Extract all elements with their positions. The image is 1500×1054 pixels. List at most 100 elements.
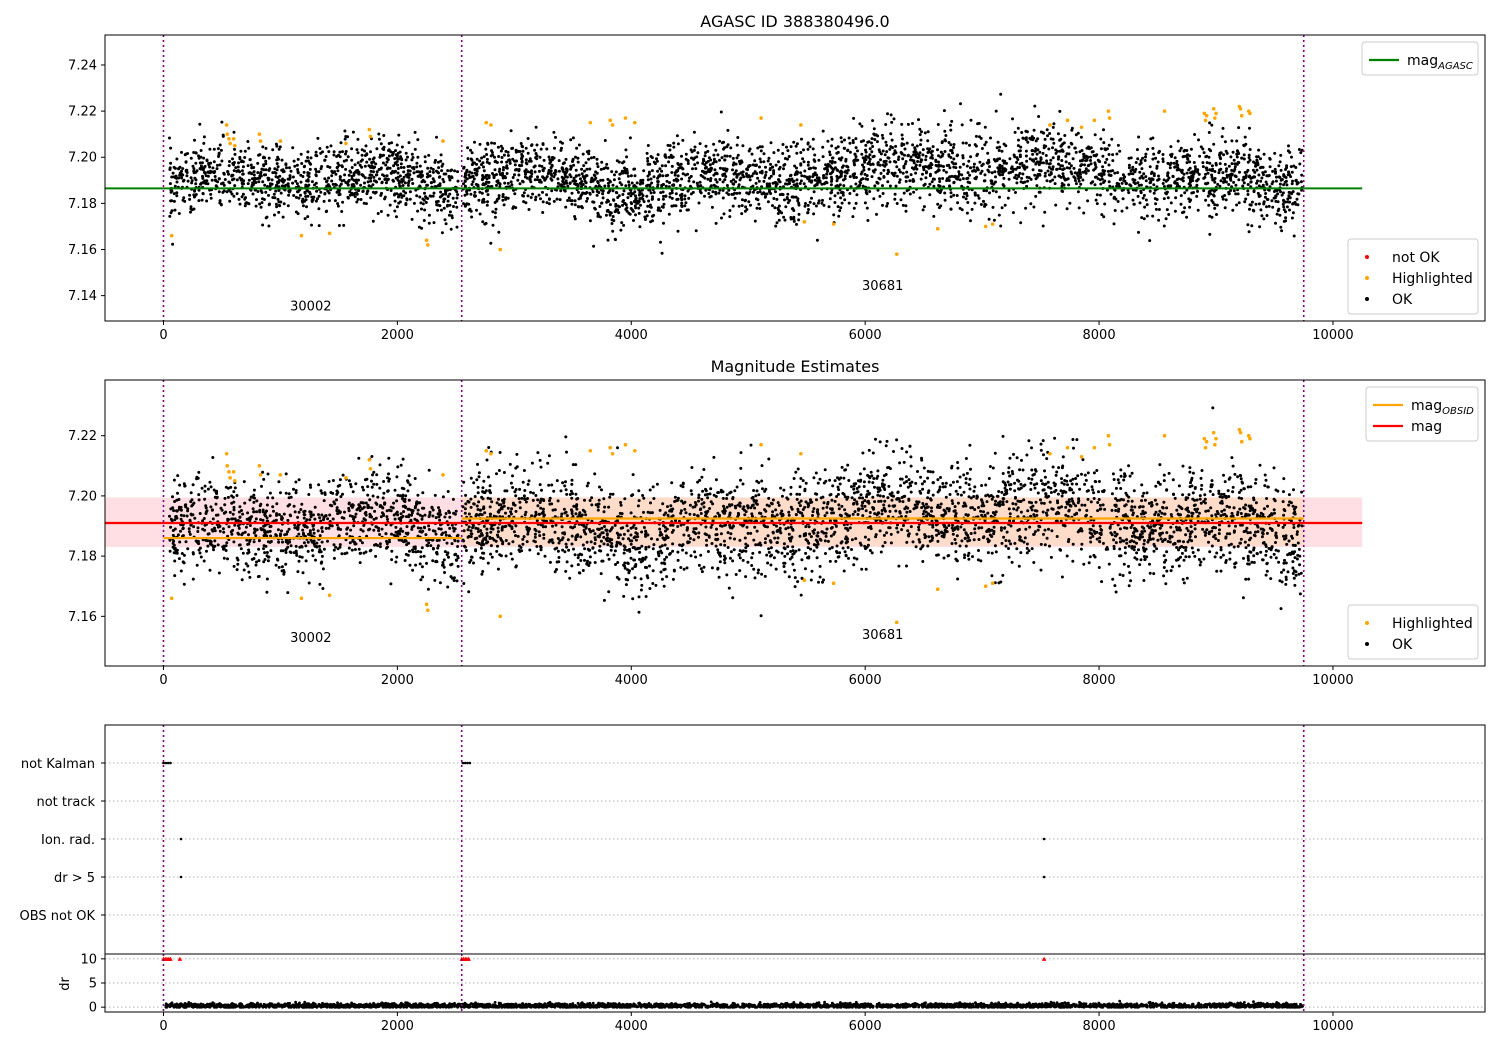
ok-point <box>228 525 231 528</box>
ok-point <box>507 182 510 185</box>
ok-point <box>831 138 834 141</box>
ok-point <box>779 166 782 169</box>
ok-point <box>411 182 414 185</box>
ok-point <box>172 172 175 175</box>
ok-point <box>1291 171 1294 174</box>
ok-point <box>354 482 357 485</box>
ok-point <box>621 193 624 196</box>
ok-point <box>639 180 642 183</box>
ok-point <box>390 189 393 192</box>
ok-point <box>698 202 701 205</box>
ok-point <box>1288 209 1291 212</box>
ok-point <box>1108 185 1111 188</box>
ok-point <box>542 142 545 145</box>
ok-point <box>1254 165 1257 168</box>
ok-point <box>653 191 656 194</box>
ok-point <box>756 191 759 194</box>
ok-point <box>774 190 777 193</box>
ok-point <box>998 196 1001 199</box>
ok-point <box>712 143 715 146</box>
ok-point <box>647 200 650 203</box>
ok-point <box>338 224 341 227</box>
ok-point <box>1229 173 1232 176</box>
ok-point <box>810 197 813 200</box>
highlighted-point <box>1214 112 1218 116</box>
ok-point <box>918 164 921 167</box>
ok-point <box>382 148 385 151</box>
ok-point <box>778 205 781 208</box>
ok-point <box>559 198 562 201</box>
highlighted-point <box>225 123 229 127</box>
ok-point <box>403 176 406 179</box>
ok-point <box>657 153 660 156</box>
ok-point <box>602 190 605 193</box>
ok-point <box>268 177 271 180</box>
ok-point <box>215 184 218 187</box>
ok-point <box>692 191 695 194</box>
ok-point <box>219 163 222 166</box>
ok-point <box>599 216 602 219</box>
ok-point <box>504 198 507 201</box>
ok-point <box>175 194 178 197</box>
ok-point <box>241 169 244 172</box>
ok-point <box>726 184 729 187</box>
ok-point <box>610 170 613 173</box>
ok-point <box>306 526 309 529</box>
ok-point <box>971 170 974 173</box>
ok-point <box>998 214 1001 217</box>
ok-point <box>552 131 555 134</box>
ok-point <box>613 173 616 176</box>
ok-point <box>1025 136 1028 139</box>
ok-point <box>1190 148 1193 151</box>
ok-point <box>433 221 436 224</box>
ok-point <box>267 194 270 197</box>
ok-point <box>990 179 993 182</box>
ok-point <box>867 162 870 165</box>
ok-point <box>242 160 245 163</box>
ok-point <box>211 456 214 459</box>
ok-point <box>1268 174 1271 177</box>
ok-point <box>865 155 868 158</box>
ok-point <box>444 550 447 553</box>
ok-point <box>756 198 759 201</box>
ok-point <box>464 174 467 177</box>
ok-point <box>945 179 948 182</box>
ok-point <box>388 155 391 158</box>
ok-point <box>1035 157 1038 160</box>
ok-point <box>752 172 755 175</box>
ok-point <box>896 202 899 205</box>
ok-point <box>1128 157 1131 160</box>
ok-point <box>1221 171 1224 174</box>
ok-point <box>884 153 887 156</box>
ok-point <box>869 147 872 150</box>
ok-point <box>180 514 183 517</box>
ok-point <box>288 178 291 181</box>
ok-point <box>222 134 225 137</box>
ok-point <box>395 499 398 502</box>
ok-point <box>271 178 274 181</box>
ok-point <box>796 178 799 181</box>
ok-point <box>356 138 359 141</box>
ok-point <box>618 161 621 164</box>
ok-point <box>764 174 767 177</box>
ok-point <box>1202 189 1205 192</box>
highlighted-point <box>498 248 502 252</box>
ok-point <box>395 475 398 478</box>
ok-point <box>992 183 995 186</box>
ok-point <box>1225 150 1228 153</box>
ok-point <box>275 184 278 187</box>
ok-point <box>918 154 921 157</box>
ok-point <box>941 141 944 144</box>
ok-point <box>830 180 833 183</box>
ok-point <box>1284 181 1287 184</box>
ok-point <box>949 156 952 159</box>
ok-point <box>956 178 959 181</box>
ok-point <box>1137 136 1140 139</box>
ok-point <box>883 160 886 163</box>
ok-point <box>308 162 311 165</box>
ok-point <box>1057 158 1060 161</box>
ok-point <box>705 145 708 148</box>
ok-point <box>539 156 542 159</box>
ok-point <box>723 159 726 162</box>
